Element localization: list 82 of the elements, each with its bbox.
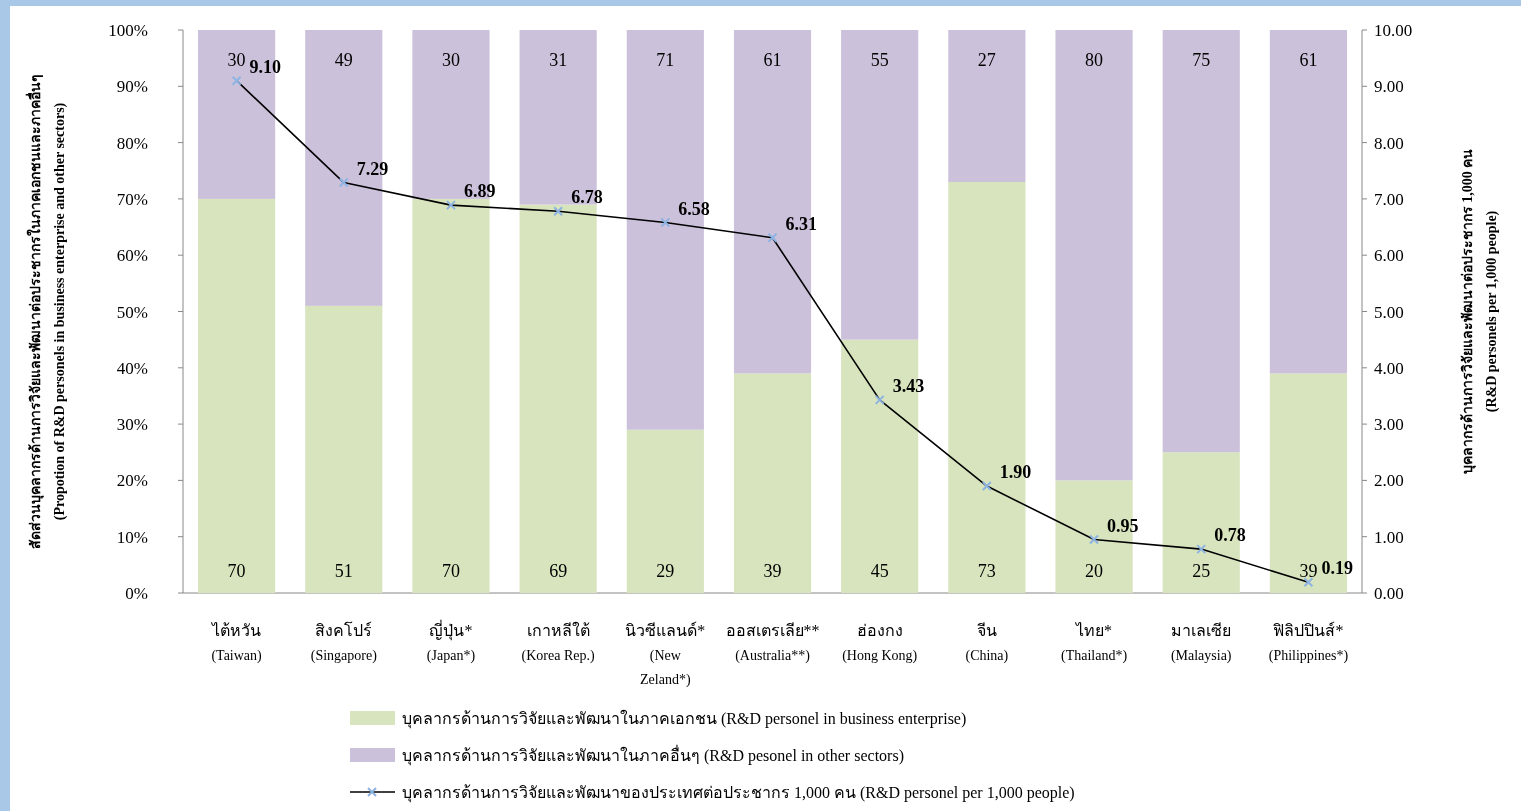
data-label: 61 (763, 50, 782, 70)
legend-label: บุคลากรด้านการวิจัยและพัฒนาในภาคอื่นๆ (R&D pesonel in other sectors) (402, 744, 904, 766)
bar (626, 429, 704, 593)
data-label: 6.31 (785, 213, 817, 234)
y-tick-label: 40% (116, 358, 148, 378)
bar (841, 30, 919, 340)
data-label: 39 (1299, 561, 1318, 581)
data-label: 3.43 (892, 375, 925, 396)
data-label: 9.10 (249, 56, 282, 77)
bar (519, 204, 597, 593)
y2-tick-label: 4.00 (1374, 358, 1404, 378)
y2-tick-label: 7.00 (1374, 189, 1404, 209)
bar (1162, 30, 1240, 453)
data-label: 0.78 (1214, 525, 1246, 546)
data-label: 55 (870, 50, 889, 70)
data-label: 27 (977, 50, 996, 70)
data-label: 0.95 (1107, 515, 1139, 536)
data-label: 20 (1085, 561, 1104, 581)
y-tick-label: 50% (116, 302, 148, 322)
y2-tick-label: 6.00 (1374, 246, 1404, 266)
data-label: 70 (441, 561, 460, 581)
y2-tick-label: 0.00 (1374, 584, 1404, 603)
data-label: 31 (549, 50, 568, 70)
x-tick-label: ไทย* (Thailand*) (1061, 621, 1128, 664)
data-label: 1.90 (999, 462, 1032, 483)
y-tick-label: 80% (116, 133, 148, 153)
bar (305, 305, 383, 593)
data-label: 61 (1299, 50, 1318, 70)
data-label: 0.19 (1321, 558, 1353, 579)
y-tick-label: 0% (125, 584, 148, 603)
data-label: 6.89 (463, 181, 496, 202)
y-axis-title: สัดส่วนบุคลากรด้านการวิจัยและพัฒนาต่อประชากรในภาคเอกชนและภาคอื่นๆ (Propotion of R&D personels in business enterprise and other sectors) (25, 74, 68, 549)
y2-tick-label: 1.00 (1374, 527, 1404, 547)
x-tick-label: ออสเตรเลีย** (Australia**) (725, 622, 820, 664)
data-label: 25 (1192, 561, 1211, 581)
data-label: 75 (1192, 50, 1211, 70)
data-label: 70 (227, 561, 246, 581)
y2-tick-label: 9.00 (1374, 77, 1404, 97)
x-tick-label: นิวซีแลนด์* (New Zeland*) (625, 621, 706, 688)
y2-tick-label: 8.00 (1374, 133, 1404, 153)
x-tick-label: เกาหลีใต้ (Korea Rep.) (521, 621, 596, 664)
data-label: 39 (763, 561, 782, 581)
y2-tick-label: 10.00 (1374, 21, 1413, 40)
y-tick-label: 10% (116, 527, 148, 547)
y-tick-label: 20% (116, 471, 148, 491)
data-label: 51 (334, 561, 353, 581)
y-tick-label: 90% (116, 77, 148, 97)
data-label: 6.78 (571, 187, 603, 208)
y2-tick-label: 3.00 (1374, 415, 1404, 435)
y2-tick-label: 2.00 (1374, 471, 1404, 491)
x-tick-label: ฟิลิปปินส์* (Philippines*) (1268, 621, 1349, 664)
data-label: 45 (870, 561, 889, 581)
x-tick-label: ญี่ปุ่น* (Japan*) (426, 619, 476, 664)
data-label: 7.29 (356, 158, 389, 179)
y2-axis-title: บุคลากรด้านการวิจัยและพัฒนาต่อประชากร 1,000 คน (R&D personels per 1,000 people) (1460, 148, 1500, 475)
data-label: 71 (656, 50, 675, 70)
data-label: 29 (656, 561, 675, 581)
legend-label: บุคลากรด้านการวิจัยและพัฒนาของประเทศต่อประชากร 1,000 คน (R&D personel per 1,000 people) (402, 784, 1075, 803)
x-tick-label: จีน (China) (965, 622, 1009, 664)
y-tick-label: 70% (116, 189, 148, 209)
x-tick-label: ฮ่องกง (Hong Kong) (842, 622, 918, 664)
data-label: 73 (977, 561, 996, 581)
bar (1055, 30, 1133, 481)
data-label: 80 (1085, 50, 1104, 70)
bar (198, 198, 276, 593)
x-tick-label: สิงคโปร์ (Singapore) (310, 621, 378, 664)
bar (948, 30, 1026, 183)
legend-label: บุคลากรด้านการวิจัยและพัฒนาในภาคเอกชน (R&D personel in business enterprise) (402, 709, 967, 729)
x-tick-label: ไต้หวัน (Taiwan) (210, 621, 263, 664)
data-label: 30 (227, 50, 246, 70)
y-tick-label: 60% (116, 246, 148, 266)
y-tick-label: 30% (116, 415, 148, 435)
data-label: 69 (549, 561, 568, 581)
data-label: 49 (334, 50, 353, 70)
bar (412, 198, 490, 593)
data-label: 6.58 (678, 198, 710, 219)
y2-tick-label: 5.00 (1374, 302, 1404, 322)
y-tick-label: 100% (108, 21, 148, 40)
bar (1269, 30, 1347, 374)
data-label: 30 (441, 50, 460, 70)
x-tick-label: มาเลเซีย (Malaysia) (1170, 622, 1232, 664)
bar (733, 373, 812, 593)
